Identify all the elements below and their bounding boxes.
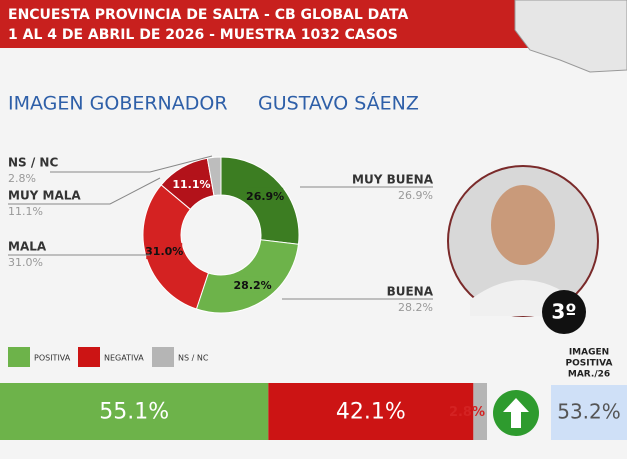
legend-swatch bbox=[152, 347, 174, 367]
donut-slice bbox=[195, 239, 300, 314]
slice-label: 28.2% bbox=[234, 279, 272, 292]
photo-face bbox=[491, 185, 555, 265]
comparison-box bbox=[551, 385, 627, 440]
ranking-badge bbox=[542, 290, 586, 334]
slice-label: 11.1% bbox=[172, 178, 210, 191]
ranking: 3º bbox=[551, 300, 576, 324]
slice-label-bg bbox=[247, 187, 284, 204]
slice-label: 31.0% bbox=[145, 245, 183, 258]
category-label: MUY MALA bbox=[8, 189, 81, 203]
category-value: 31.0% bbox=[8, 256, 43, 269]
slice-label-bg bbox=[146, 243, 183, 260]
leader-line bbox=[8, 177, 161, 205]
bar-label: 55.1% bbox=[99, 400, 169, 425]
bar-label: 42.1% bbox=[336, 400, 406, 425]
slice-label-bg bbox=[173, 175, 210, 192]
donut-slice bbox=[206, 156, 222, 197]
leader-line bbox=[50, 155, 213, 173]
comparison-value: 53.2% bbox=[557, 400, 621, 424]
header-line: 1 AL 4 DE ABRIL DE 2026 - MUESTRA 1032 C… bbox=[8, 27, 398, 43]
category-value: 26.9% bbox=[398, 189, 433, 202]
bar-label: 2.8% bbox=[449, 405, 485, 420]
legend-label: NEGATIVA bbox=[104, 354, 144, 363]
up-arrow bbox=[503, 398, 529, 428]
category-value: 2.8% bbox=[8, 172, 36, 185]
bar-segment bbox=[473, 383, 487, 440]
slice-label-bg bbox=[234, 276, 271, 293]
comparison-title: IMAGEN bbox=[569, 348, 609, 358]
category-value: 28.2% bbox=[398, 301, 433, 314]
comparison-title: MAR./26 bbox=[568, 370, 610, 380]
legend-swatch bbox=[78, 347, 100, 367]
category-label: NS / NC bbox=[8, 156, 58, 170]
bar-segment bbox=[268, 383, 474, 440]
legend-label: NS / NC bbox=[178, 354, 209, 363]
map bbox=[514, 0, 627, 73]
legend-swatch bbox=[8, 347, 30, 367]
subtitle: GUSTAVO SÁENZ bbox=[258, 92, 419, 115]
legend-label: POSITIVA bbox=[34, 354, 71, 363]
slice-label: 26.9% bbox=[246, 190, 284, 203]
category-label: MUY BUENA bbox=[352, 173, 434, 187]
subtitle: IMAGEN GOBERNADOR bbox=[8, 93, 228, 115]
category-label: BUENA bbox=[387, 285, 434, 299]
header-line: ENCUESTA PROVINCIA DE SALTA - CB GLOBAL … bbox=[8, 7, 408, 23]
category-label: MALA bbox=[8, 240, 47, 254]
bar-segment bbox=[0, 383, 269, 440]
category-value: 11.1% bbox=[8, 205, 43, 218]
comparison-title: POSITIVA bbox=[566, 359, 613, 369]
